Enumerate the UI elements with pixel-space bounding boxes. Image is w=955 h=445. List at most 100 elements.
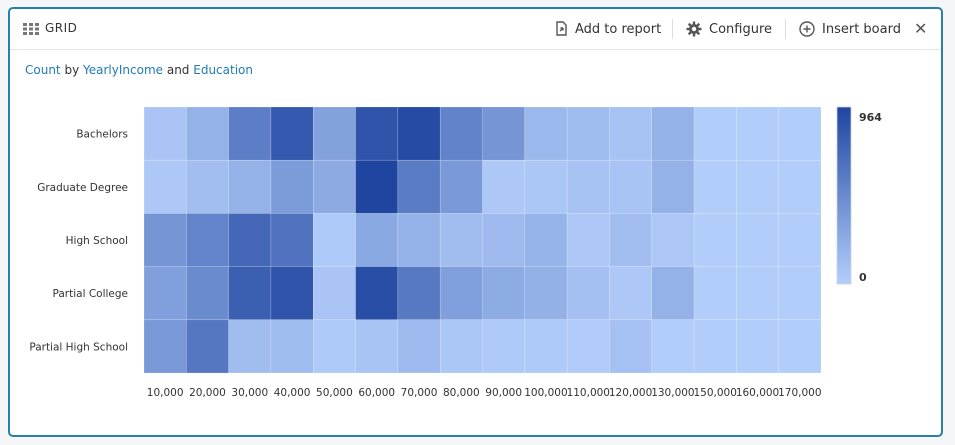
heatmap-cell [482,266,526,321]
heatmap-cell [609,266,652,321]
heatmap-cell [693,213,737,267]
heatmap-cell [524,106,568,161]
heatmap-cell [736,319,779,374]
heatmap-cell [609,319,652,374]
grid-icon [23,23,39,35]
heatmap-cell [609,213,652,267]
heatmap-cell [736,106,779,161]
legend-color-bar [836,106,852,285]
x-tick-label: 10,000 [147,387,184,399]
configure-button[interactable]: Configure [686,19,772,39]
heatmap-cell [270,106,314,161]
heatmap-cell [313,266,356,321]
heatmap-cell [186,106,229,161]
heatmap-cell [313,159,356,214]
x-tick-label: 70,000 [401,387,438,399]
heatmap-cell [143,106,187,161]
heatmap-chart: Bachelors Graduate Degree High School Parti… [29,106,882,399]
add-to-report-button[interactable]: Add to report [554,19,661,39]
heatmap-cell [566,213,610,267]
header-divider [785,19,786,39]
x-tick-label: 130,000 [651,387,694,399]
heatmap-cell [186,213,229,267]
legend-max-label: 964 [859,111,882,124]
heatmap-cell [186,159,229,214]
heatmap-cell [228,213,272,267]
heatmap-cell [397,159,441,214]
heatmap-cell [397,213,441,267]
x-tick-label: 110,000 [567,387,610,399]
insert-board-label: Insert board [822,21,901,37]
x-tick-label: 90,000 [485,387,522,399]
heatmap-cell [736,266,779,321]
heatmap-cell [355,213,399,267]
x-tick-label: 40,000 [274,387,311,399]
heatmap-cell [778,266,822,321]
x-tick-label: 60,000 [358,387,395,399]
heatmap-cell [693,106,737,161]
chart-subtitle: Count by YearlyIncome and Education [25,63,253,77]
heatmap-cell [693,319,737,374]
heatmap-cell [228,159,272,214]
insert-board-button[interactable]: Insert board [799,19,901,39]
heatmap-cell [524,266,568,321]
subtitle-and: and [166,63,190,77]
add-to-report-icon [556,21,567,36]
heatmap-cell [313,213,356,267]
heatmap-cell [270,213,314,267]
y-tick-label: Partial High School [29,341,128,353]
measure-link[interactable]: Count [25,63,61,77]
heatmap-cell [186,266,229,321]
heatmap-cell [651,159,695,214]
heatmap-cell [397,319,441,374]
y-tick-label: Bachelors [76,129,128,141]
heatmap-cell [482,319,526,374]
heatmap-cell [439,159,483,214]
heatmap-cell [355,319,399,374]
heatmap-cell [313,106,356,161]
panel-header: GRID Add to report [10,9,941,50]
x-tick-label: 150,000 [694,387,737,399]
yearly-income-link[interactable]: YearlyIncome [83,63,164,77]
x-tick-label: 80,000 [443,387,480,399]
header-divider [672,19,673,39]
heatmap-cell [270,266,314,321]
education-link[interactable]: Education [193,63,253,77]
x-tick-label: 100,000 [524,387,567,399]
heatmap-cell [778,319,822,374]
heatmap-cell [313,319,356,374]
heatmap-cell [736,159,779,214]
heatmap-cell [566,159,610,214]
x-tick-label: 120,000 [609,387,652,399]
heatmap-cell [439,106,483,161]
heatmap-cell [143,213,187,267]
subtitle-by: by [64,63,80,77]
x-tick-label: 160,000 [736,387,779,399]
heatmap-cell [355,106,399,161]
configure-label: Configure [709,21,773,37]
heatmap-cell [143,319,187,374]
y-tick-label: Partial College [52,288,128,300]
heatmap-cell [439,266,483,321]
heatmap-cell [355,266,399,321]
y-tick-label: Graduate Degree [37,182,128,194]
heatmap-cell [186,319,229,374]
heatmap-cell [693,159,737,214]
heatmap-cell [228,106,272,161]
heatmap-cell [270,159,314,214]
heatmap-cell [482,159,526,214]
x-tick-label: 20,000 [189,387,226,399]
heatmap-cell [609,159,652,214]
heatmap-cell [482,106,526,161]
add-to-report-label: Add to report [575,21,662,37]
x-tick-label: 30,000 [231,387,268,399]
heatmap-cell [397,106,441,161]
heatmap-cell [524,213,568,267]
heatmap-cell [778,213,822,267]
heatmap-cell [566,319,610,374]
close-icon[interactable]: ✕ [914,19,928,38]
heatmap-cell [228,266,272,321]
heatmap-cell [778,106,822,161]
x-tick-label: 170,000 [778,387,821,399]
heatmap-cell [143,159,187,214]
